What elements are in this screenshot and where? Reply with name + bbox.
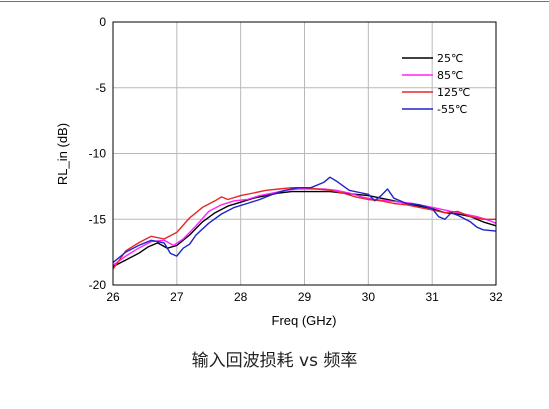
series-layer [112,176,497,270]
legend-label: 25℃ [437,52,463,65]
tick-layer: 26 27 28 29 30 31 32 0 -5 -10 -15 -20 [89,15,503,304]
x-tick-label: 32 [489,290,503,304]
plot-frame [112,21,497,286]
x-tick-label: 27 [170,290,184,304]
x-tick-label: 31 [425,290,439,304]
x-axis-label: Freq (GHz) [272,313,337,328]
x-tick-label: 29 [298,290,312,304]
top-divider [0,0,549,3]
y-tick-label: 0 [99,15,106,29]
x-tick-label: 28 [234,290,248,304]
legend-label: -55℃ [437,103,467,116]
series-line [112,188,497,266]
legend-label: 85℃ [437,69,463,82]
grid-layer [113,22,496,285]
figure-caption: 输入回波损耗 vs 频率 [191,351,358,371]
y-tick-label: -20 [89,278,107,292]
legend-label: 125℃ [437,86,470,99]
y-axis-label: RL_in (dB) [55,123,70,185]
series-line [112,176,497,264]
x-tick-label: 30 [362,290,376,304]
y-tick-label: -10 [89,147,107,161]
legend: 25℃ 85℃ 125℃ -55℃ [402,52,470,116]
y-tick-label: -15 [89,212,107,226]
y-tick-label: -5 [95,81,106,95]
x-tick-label: 26 [106,290,120,304]
return-loss-chart: 26 27 28 29 30 31 32 0 -5 -10 -15 -20 25℃ 85℃ 125℃ -55… [55,15,503,328]
